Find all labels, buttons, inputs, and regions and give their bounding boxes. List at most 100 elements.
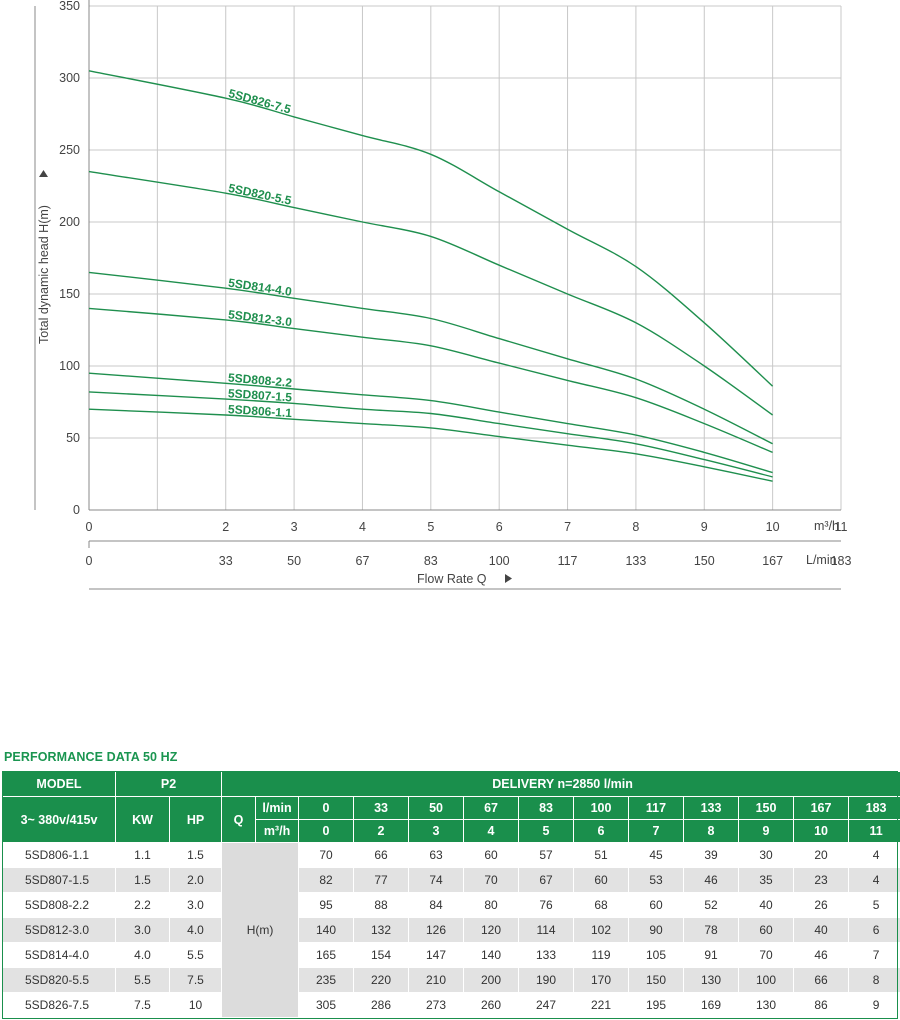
head-value-cell: 147 [408, 942, 465, 968]
x-tick-label-lmin: 67 [356, 554, 370, 568]
head-value-cell: 5 [848, 892, 900, 918]
head-value-cell: 273 [408, 992, 465, 1018]
head-value-cell: 95 [298, 892, 355, 918]
head-value-cell: 66 [793, 967, 850, 993]
header-voltage: 3~ 380v/415v [2, 796, 116, 843]
model-cell: 5SD812-3.0 [2, 917, 116, 943]
x-tick-label-lmin: 133 [625, 554, 646, 568]
head-value-cell: 120 [463, 917, 520, 943]
head-value-cell: 140 [298, 917, 355, 943]
head-value-cell: 70 [738, 942, 795, 968]
head-value-cell: 60 [738, 917, 795, 943]
header-m3h-value: 3 [408, 819, 465, 843]
curve-line [88, 408, 773, 482]
hp-cell: 4.0 [168, 917, 223, 943]
head-value-cell: 46 [683, 867, 740, 893]
model-cell: 5SD814-4.0 [2, 942, 116, 968]
table-title: PERFORMANCE DATA 50 HZ [4, 750, 178, 764]
curve-line [88, 271, 773, 445]
table-row: 5SD807-1.5 1.5 2.0 82 77 74 70 67 60 53 46 35 23 4 [2, 867, 900, 893]
header-m3h-value: 2 [353, 819, 410, 843]
table-row: 5SD820-5.5 5.5 7.5 235 220 210 200 190 170 150 130… [2, 967, 900, 993]
head-value-cell: 35 [738, 867, 795, 893]
x-tick-label-lmin: 83 [424, 554, 438, 568]
head-value-cell: 67 [518, 867, 575, 893]
head-value-cell: 60 [463, 842, 520, 868]
table-row: 5SD806-1.1 1.1 1.5 H(m) 70 66 63 60 57 51 45 39 30 20… [2, 842, 900, 1018]
head-value-cell: 100 [738, 967, 795, 993]
y-tick-label: 0 [73, 503, 80, 517]
head-value-cell: 68 [573, 892, 630, 918]
head-value-cell: 80 [463, 892, 520, 918]
header-lmin-unit: l/min [255, 796, 300, 820]
kw-cell: 3.0 [115, 917, 170, 943]
head-value-cell: 60 [573, 867, 630, 893]
head-value-cell: 20 [793, 842, 850, 868]
head-value-cell: 286 [353, 992, 410, 1018]
curve-label: 5SD806-1.1 [228, 402, 293, 420]
y-axis-arrow-icon [39, 170, 48, 177]
table-row: 5SD826-7.5 7.5 10 305 286 273 260 247 221 195 169 1… [2, 992, 900, 1018]
chart-curve-labels: 5SD826-7.5 5SD820-5.5 5SD814-4.0 5SD812-3.0… [227, 86, 293, 420]
head-value-cell: 77 [353, 867, 410, 893]
header-lmin-value: 50 [408, 796, 465, 820]
head-value-cell: 260 [463, 992, 520, 1018]
x-tick-label-lmin: 167 [762, 554, 783, 568]
head-value-cell: 46 [793, 942, 850, 968]
head-value-cell: 140 [463, 942, 520, 968]
curve-label: 5SD812-3.0 [227, 307, 293, 329]
header-m3h-unit: m³/h [255, 819, 300, 843]
hp-cell: 7.5 [168, 967, 223, 993]
head-value-cell: 305 [298, 992, 355, 1018]
header-lmin-value: 0 [298, 796, 355, 820]
head-value-cell: 8 [848, 967, 900, 993]
y-tick-label: 300 [59, 71, 80, 85]
performance-table: MODEL P2 DELIVERY n=2850 l/min 3~ 380v/4… [2, 771, 900, 1018]
hp-cell: 1.5 [168, 842, 223, 868]
hp-cell: 2.0 [168, 867, 223, 893]
x-tick-label: 7 [564, 520, 571, 534]
x-tick-label-lmin: 33 [219, 554, 233, 568]
head-value-cell: 39 [683, 842, 740, 868]
head-value-cell: 40 [793, 917, 850, 943]
kw-cell: 1.5 [115, 867, 170, 893]
curve-label: 5SD807-1.5 [228, 386, 293, 404]
curve-label: 5SD820-5.5 [227, 181, 293, 208]
head-value-cell: 195 [628, 992, 685, 1018]
x-tick-label: 5 [427, 520, 434, 534]
head-value-cell: 105 [628, 942, 685, 968]
curve-line [88, 70, 774, 387]
head-value-cell: 74 [408, 867, 465, 893]
curve-line [88, 307, 773, 454]
x-tick-label-lmin: 183 [831, 554, 852, 568]
header-m3h-value: 9 [738, 819, 795, 843]
head-value-cell: 4 [848, 867, 900, 893]
header-lmin-value: 133 [683, 796, 740, 820]
y-tick-label: 350 [59, 0, 80, 13]
header-lmin-value: 150 [738, 796, 795, 820]
header-kw: KW [115, 796, 170, 843]
header-m3h-value: 8 [683, 819, 740, 843]
curve-line [88, 170, 774, 416]
header-m3h-value: 4 [463, 819, 520, 843]
x-tick-label-lmin: 117 [558, 554, 578, 568]
header-delivery: DELIVERY n=2850 l/min [221, 771, 900, 797]
y-axis-label: Total dynamic head H(m) [37, 205, 51, 344]
head-value-cell: 86 [793, 992, 850, 1018]
head-value-cell: 102 [573, 917, 630, 943]
x-tick-label: 0 [86, 520, 93, 534]
curve-line [88, 372, 773, 474]
head-value-cell: 30 [738, 842, 795, 868]
head-value-cell: 132 [353, 917, 410, 943]
y-tick-label: 150 [59, 287, 80, 301]
x-tick-label-lmin: 100 [489, 554, 510, 568]
head-value-cell: 150 [628, 967, 685, 993]
header-lmin-value: 100 [573, 796, 630, 820]
curve-label: 5SD814-4.0 [227, 276, 293, 299]
table-row: 5SD812-3.0 3.0 4.0 140 132 126 120 114 102 90 78 60… [2, 917, 900, 943]
header-m3h-value: 6 [573, 819, 630, 843]
header-lmin-value: 33 [353, 796, 410, 820]
head-value-cell: 51 [573, 842, 630, 868]
